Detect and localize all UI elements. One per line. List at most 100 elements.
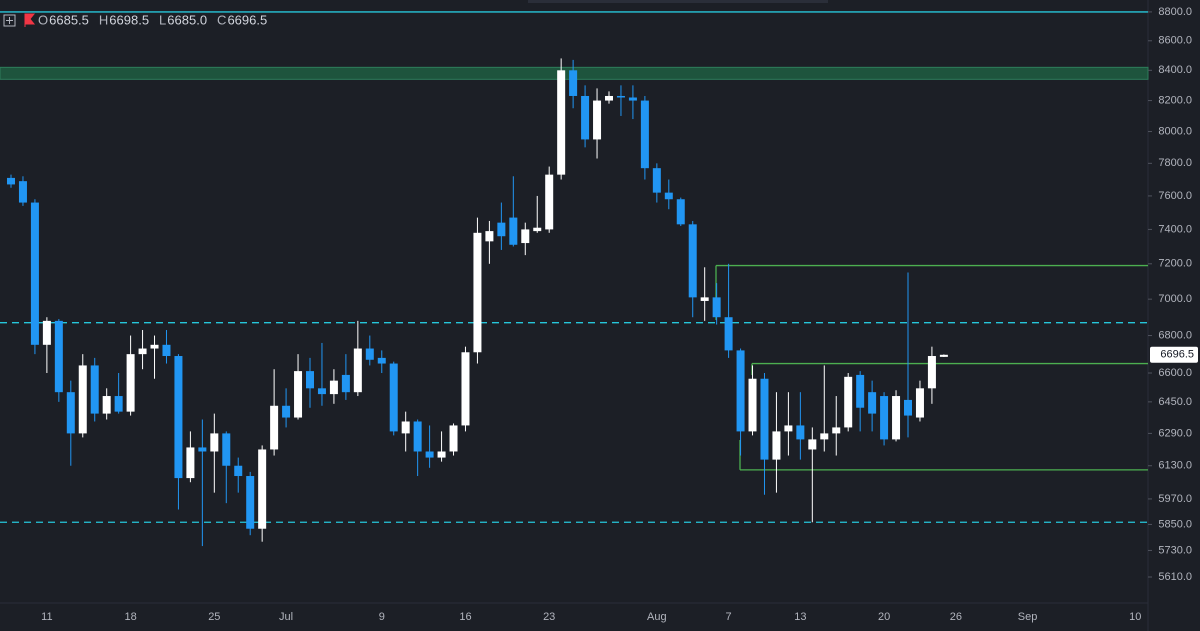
candle-body [401, 421, 410, 434]
y-tick-label: 8400.0 [1158, 64, 1192, 76]
candle-body [724, 317, 733, 351]
candle-body [593, 100, 602, 140]
x-tick-label: 26 [950, 611, 962, 623]
candle-body [126, 354, 135, 412]
candle-body [688, 224, 697, 298]
candle-body [904, 399, 912, 416]
ohlc-key: L [159, 12, 166, 27]
candle-body [174, 356, 183, 479]
candle-body [485, 231, 494, 242]
candle-body [700, 297, 709, 301]
header: O 6685.5 H 6698.5 L 6685.0 C 6696.5 [3, 12, 267, 27]
candle-body [365, 348, 374, 360]
candle-body [927, 356, 936, 389]
x-tick-label: Jul [279, 611, 293, 623]
candle-body [90, 365, 99, 414]
ohlc-key: O [38, 12, 48, 27]
x-tick-label: Sep [1018, 611, 1038, 623]
x-tick-label: 10 [1129, 611, 1141, 623]
y-tick-label: 6290.0 [1158, 427, 1192, 439]
x-tick-label: 20 [878, 611, 890, 623]
y-tick-label: 7400.0 [1158, 223, 1192, 235]
candle-body [748, 378, 757, 432]
x-tick-label: 13 [794, 611, 806, 623]
y-tick-label: 7000.0 [1158, 293, 1192, 305]
candle-body [892, 396, 901, 440]
x-tick-label: 18 [124, 611, 136, 623]
candle-body [150, 344, 159, 349]
y-tick-label: 5610.0 [1158, 571, 1192, 583]
candle-body [138, 348, 147, 355]
candle-body [533, 227, 542, 232]
candle-body [712, 297, 721, 318]
candle-body [664, 192, 673, 200]
candle-body [736, 350, 745, 432]
candle-body [30, 202, 39, 345]
y-tick-label: 7200.0 [1158, 258, 1192, 270]
candle-body [581, 95, 590, 140]
candle-body [509, 217, 518, 245]
expand-icon[interactable] [3, 14, 16, 27]
candle-body [915, 388, 924, 418]
candle-body [353, 348, 362, 393]
candle-body [880, 396, 889, 440]
ohlc-legend: O 6685.5 H 6698.5 L 6685.0 C 6696.5 [38, 12, 267, 27]
ohlc-value: 6685.5 [49, 12, 89, 27]
candle-body [341, 374, 350, 393]
candle-body [473, 232, 482, 353]
candle-body [377, 357, 386, 364]
candle-body [234, 465, 243, 477]
candle-body [437, 451, 446, 458]
candle-body [246, 476, 255, 529]
candle-body [832, 427, 841, 434]
candle-body [820, 433, 829, 440]
candle-body [461, 352, 470, 426]
flag-icon[interactable] [24, 13, 36, 27]
candle-body [796, 425, 805, 440]
ohlc-value: 6698.5 [109, 12, 149, 27]
candle-body [282, 405, 291, 418]
candle-body [222, 433, 231, 466]
candle-body [808, 439, 817, 450]
candle-body [545, 174, 554, 230]
candle-body [856, 374, 865, 408]
candle-body [198, 447, 207, 452]
candle-body [389, 363, 398, 432]
y-tick-label: 5970.0 [1158, 493, 1192, 505]
y-tick-label: 6130.0 [1158, 460, 1192, 472]
candle-body [114, 396, 123, 412]
candle-body [162, 344, 171, 357]
candle-body [66, 392, 75, 434]
y-tick-label: 8800.0 [1158, 6, 1192, 18]
candle-body [7, 177, 15, 185]
y-tick-label: 6450.0 [1158, 396, 1192, 408]
candle-body [605, 95, 613, 101]
x-tick-label: 9 [379, 611, 385, 623]
candle-body [425, 451, 434, 458]
candle-body [569, 70, 578, 96]
last-price-label: 6696.5 [1160, 349, 1194, 361]
y-tick-label: 8000.0 [1158, 125, 1192, 137]
candle-body [294, 371, 303, 418]
candle-body [521, 229, 530, 244]
candle-body [258, 449, 267, 529]
y-tick-label: 8600.0 [1158, 35, 1192, 47]
ohlc-key: H [99, 12, 108, 27]
last-price-tag [1150, 346, 1198, 363]
candle-body [329, 380, 338, 395]
candle-body [628, 97, 637, 101]
x-tick-label: 23 [543, 611, 555, 623]
candle-body [772, 431, 781, 460]
candle-body [42, 320, 51, 345]
candle-body [676, 199, 685, 225]
candle-body [652, 168, 661, 193]
ohlc-value: 6696.5 [227, 12, 267, 27]
y-tick-label: 6600.0 [1158, 367, 1192, 379]
candle-body [497, 222, 506, 237]
candle-body [449, 425, 458, 452]
candle-body [939, 354, 948, 357]
candle-body [844, 376, 853, 428]
plot-area [0, 11, 1149, 547]
y-tick-label: 8200.0 [1158, 94, 1192, 106]
